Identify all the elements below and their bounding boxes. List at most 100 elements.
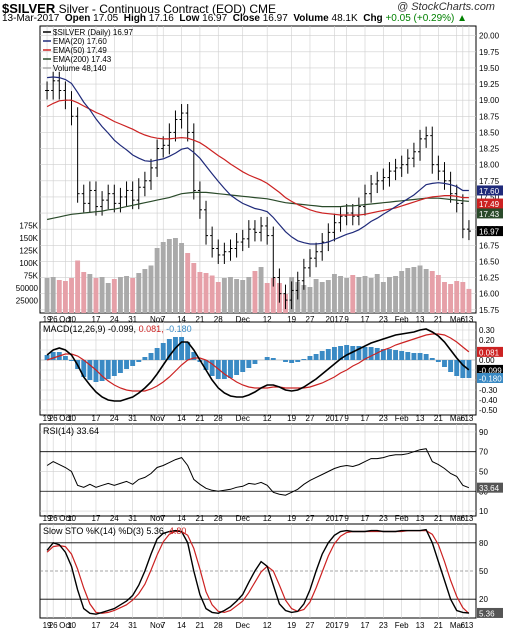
x-axis-label-top: Oct xyxy=(59,414,72,423)
volume-bar xyxy=(56,280,62,313)
x-axis-label-top: 26 xyxy=(49,514,58,523)
volume-bar xyxy=(160,242,166,313)
macd-histogram-bar xyxy=(117,360,123,373)
volume-bar xyxy=(454,281,460,313)
volume-value: 48.1K xyxy=(331,13,358,24)
x-axis-label-top: 21 xyxy=(434,414,443,423)
volume-bar xyxy=(331,274,337,313)
sto-legend: Slow STO %K(14) %D(3) 5.36, 4.80 xyxy=(43,526,186,536)
symbol: $SILVER xyxy=(2,1,56,16)
volume-bar xyxy=(166,239,172,313)
x-axis-label-top: Feb xyxy=(395,514,409,523)
volume-bar xyxy=(368,278,374,313)
x-axis-label-top: 24 xyxy=(110,414,119,423)
x-axis-label-mid: 13 xyxy=(464,315,473,324)
macd-histogram-bar xyxy=(289,360,295,363)
ema50-line xyxy=(46,99,469,216)
macd-ytick-label: -0.50 xyxy=(479,406,498,415)
x-axis-label-top: 21 xyxy=(195,414,204,423)
x-axis-label-top: 23 xyxy=(379,514,388,523)
volume-bar xyxy=(387,277,392,313)
x-axis-label-top: 24 xyxy=(110,514,119,523)
volume-bar xyxy=(356,277,362,313)
macd-histogram-bar xyxy=(179,337,185,360)
price-legend-item: EMA(50) 17.49 xyxy=(53,46,107,55)
volume-bar xyxy=(228,277,233,313)
volume-label: Volume xyxy=(293,13,329,24)
x-axis-label-mid: 7 xyxy=(161,315,166,324)
x-axis-label-mid: 10 xyxy=(67,315,76,324)
macd-ytick-label: 0.30 xyxy=(479,326,495,335)
volume-bar xyxy=(191,263,197,313)
volume-bar xyxy=(264,283,270,313)
x-axis-label-top: 9 xyxy=(344,514,349,523)
price-ytick-label: 17.75 xyxy=(479,177,500,186)
x-axis-label-bottom: 19 xyxy=(43,621,52,630)
price-ytick-label: 16.75 xyxy=(479,241,500,250)
macd-histogram-bar xyxy=(234,360,240,375)
volume-bar xyxy=(93,278,99,313)
macd-histogram-bar xyxy=(325,349,331,360)
x-axis-label-top: 13 xyxy=(464,414,473,423)
macd-histogram-bar xyxy=(423,354,429,360)
x-axis-label-mid: 17 xyxy=(92,315,101,324)
macd-histogram-bar xyxy=(203,360,209,370)
x-axis-label-top: Mar xyxy=(450,414,464,423)
close-value: 16.97 xyxy=(262,13,288,24)
price-right-label-2-bg xyxy=(477,208,503,219)
macd-histogram-bar xyxy=(252,360,258,364)
x-axis-label-top: 26 xyxy=(49,414,58,423)
rsi-line xyxy=(46,448,470,496)
x-axis-label-top: 12 xyxy=(263,514,272,523)
macd-histogram-bar xyxy=(387,349,392,360)
macd-histogram-bar xyxy=(185,342,191,360)
x-axis-label-mid: 13 xyxy=(416,315,425,324)
macd-histogram-bar xyxy=(442,360,447,367)
volume-bar xyxy=(435,275,441,313)
price-right-label-1-bg xyxy=(477,198,503,209)
volume-bar xyxy=(393,276,399,313)
x-axis-label-bottom: 2017 xyxy=(326,621,344,630)
volume-bar xyxy=(301,285,307,313)
macd-histogram-bar xyxy=(283,360,288,362)
macd-histogram-bar xyxy=(338,346,343,360)
x-axis-label-top: 19 xyxy=(287,414,296,423)
volume-bar xyxy=(307,287,313,313)
macd-histogram-bar xyxy=(374,348,380,360)
volume-bar xyxy=(81,272,87,313)
macd-legend-part: -0.099, xyxy=(106,324,137,334)
x-axis-label-mid: 17 xyxy=(361,315,370,324)
x-axis-label-top: Oct xyxy=(59,514,72,523)
x-axis-label-top: 10 xyxy=(67,414,76,423)
macd-ytick-label: 0.20 xyxy=(479,336,495,345)
macd-histogram-bar xyxy=(87,360,93,380)
x-axis-label-top: 13 xyxy=(416,514,425,523)
volume-bar xyxy=(130,278,136,313)
price-legend-item: $SILVER (Daily) 16.97 xyxy=(53,28,133,37)
price-legend-item: Volume 48,140 xyxy=(53,64,107,73)
macd-histogram-bar xyxy=(50,352,56,360)
rsi-ytick-label: 50 xyxy=(479,467,488,476)
macd-histogram-bar xyxy=(142,357,148,360)
x-axis-label-top: 31 xyxy=(128,514,137,523)
x-axis-label-mid: 31 xyxy=(128,315,137,324)
ema20-line xyxy=(47,76,469,245)
chart-title: $SILVER Silver - Continuous Contract (EO… xyxy=(2,1,495,16)
volume-bar xyxy=(319,282,325,313)
chg-label: Chg xyxy=(363,13,383,24)
price-ytick-label: 16.00 xyxy=(479,290,500,299)
x-axis-label-bottom: 21 xyxy=(434,621,443,630)
macd-histogram-bar xyxy=(356,346,362,360)
macd-histogram-bar xyxy=(62,356,68,360)
panel-frame-macd xyxy=(39,321,477,416)
watermark: @ StockCharts.com xyxy=(397,1,495,13)
price-ytick-label: 18.50 xyxy=(479,128,500,137)
sto-legend-part: 4.80 xyxy=(166,526,186,536)
price-ytick-label: 19.75 xyxy=(479,48,500,57)
macd-histogram-bar xyxy=(240,360,246,372)
macd-histogram-bar xyxy=(209,360,215,376)
x-axis-label-top: Feb xyxy=(395,414,409,423)
x-axis-label-bottom: Feb xyxy=(395,621,409,630)
macd-histogram-bar xyxy=(166,339,172,360)
volume-bar xyxy=(173,238,178,313)
